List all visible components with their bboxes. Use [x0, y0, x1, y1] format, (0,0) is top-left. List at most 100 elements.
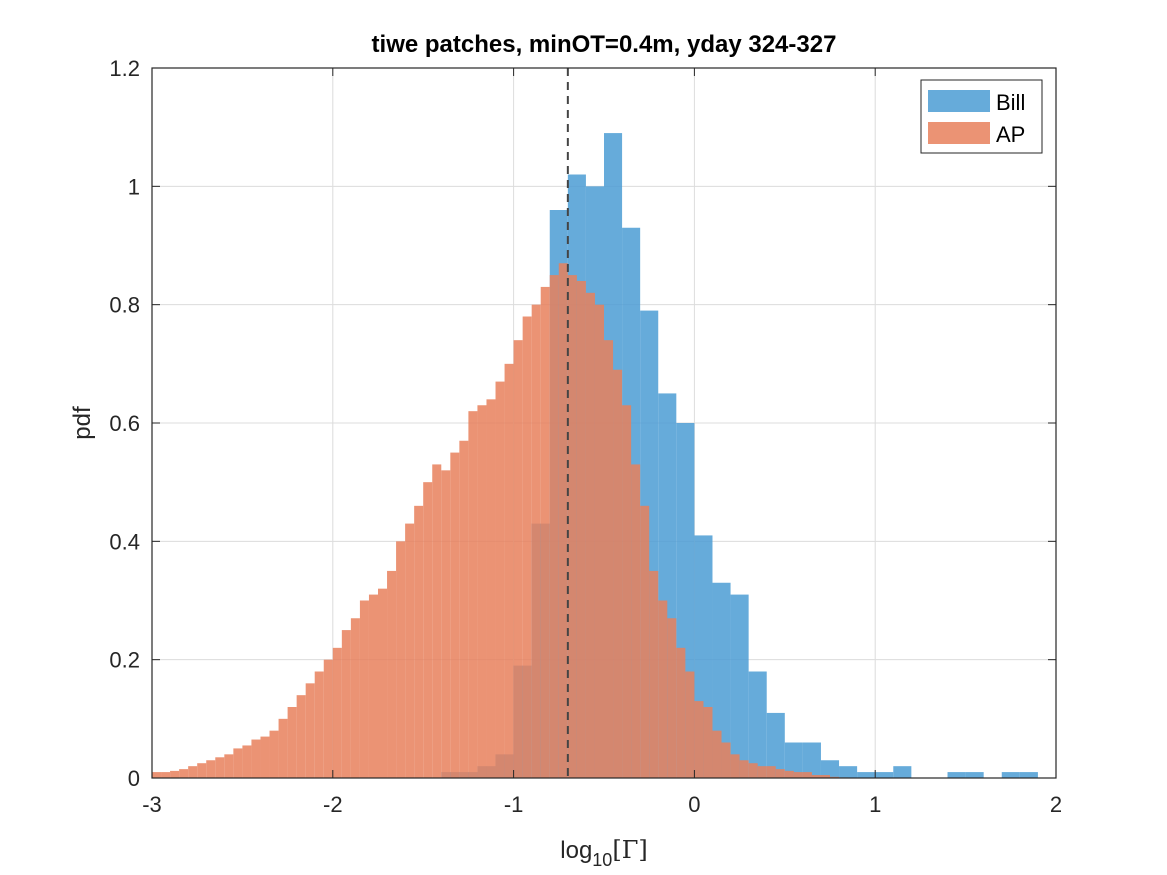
legend-label-ap: AP [996, 122, 1025, 147]
histogram-bar-bill [1001, 772, 1020, 778]
histogram-bar-ap [197, 763, 207, 778]
x-tick-label: 0 [688, 792, 700, 817]
histogram-bar-bill [784, 742, 803, 778]
histogram-bar-ap [405, 523, 415, 778]
histogram-bar-ap [314, 671, 324, 778]
histogram-bar-ap [224, 754, 234, 778]
histogram-bar-ap [359, 600, 369, 778]
histogram-bar-bill [965, 772, 984, 778]
histogram-bar-ap [676, 647, 686, 778]
histogram-bar-ap [468, 411, 478, 778]
histogram-bar-ap [721, 742, 731, 778]
histogram-bar-bill [857, 772, 876, 778]
histogram-bar-ap [567, 275, 577, 778]
legend-swatch-ap [928, 122, 990, 144]
histogram-bar-ap [604, 340, 614, 778]
histogram-bar-ap [450, 452, 460, 778]
histogram-bar-ap [658, 600, 668, 778]
histogram-bar-bill [947, 772, 966, 778]
y-tick-label: 0.2 [109, 648, 140, 673]
histogram-bar-ap [206, 760, 216, 778]
histogram-bar-ap [649, 570, 659, 778]
histogram-bar-ap [784, 770, 794, 778]
legend-label-bill: Bill [996, 90, 1025, 115]
y-tick-label: 0.4 [109, 529, 140, 554]
y-tick-label: 1 [128, 174, 140, 199]
histogram-bar-ap [522, 316, 532, 778]
chart-title: tiwe patches, minOT=0.4m, yday 324-327 [372, 31, 837, 58]
histogram-bar-ap [387, 570, 397, 778]
histogram-bar-ap [585, 292, 595, 778]
histogram-bar-bill [820, 760, 840, 778]
legend-swatch-bill [928, 90, 990, 112]
histogram-bar-ap [495, 381, 505, 778]
histogram-bar-ap [179, 769, 189, 778]
histogram-bar-ap [667, 618, 677, 778]
histogram-bar-ap [378, 588, 388, 778]
y-tick-label: 0 [128, 766, 140, 791]
histogram-bar-ap [441, 470, 451, 778]
histogram-bar-ap [251, 739, 261, 778]
histogram-bar-ap [341, 630, 351, 778]
histogram-bar-ap [396, 541, 406, 778]
histogram-bar-ap [820, 775, 830, 778]
x-tick-label: -2 [323, 792, 343, 817]
x-axis-label-sub: 10 [592, 850, 612, 870]
histogram-bar-ap [685, 671, 695, 778]
histogram-bar-ap [323, 659, 333, 778]
x-tick-label: -1 [504, 792, 524, 817]
histogram-bar-ap [170, 770, 180, 778]
histogram-bar-ap [757, 766, 767, 778]
histogram-bar-bill [1019, 772, 1038, 778]
histogram-bar-ap [802, 772, 812, 778]
x-axis-label: log10[Γ] [560, 836, 647, 870]
histogram-bar-ap [613, 369, 623, 778]
y-tick-label: 1.2 [109, 56, 140, 81]
histogram-bar-ap [712, 730, 722, 778]
histogram-bar-ap [414, 505, 424, 778]
histogram-bar-ap [694, 701, 704, 778]
histogram-bar-ap [576, 281, 586, 778]
y-tick-label: 0.8 [109, 293, 140, 318]
histogram-bar-ap [260, 736, 270, 778]
histogram-bar-ap [305, 683, 315, 778]
histogram-bar-ap [269, 730, 279, 778]
histogram-bar-ap [811, 775, 821, 778]
x-tick-label: -3 [142, 792, 162, 817]
histogram-bar-bill [802, 742, 821, 778]
x-axis-label-tail: [Γ] [612, 836, 647, 864]
histogram-bar-ap [368, 594, 378, 778]
histogram-bar-ap [703, 707, 713, 778]
histogram-bar-bill [893, 766, 912, 778]
histogram-bar-ap [766, 766, 776, 778]
histogram-bar-ap [513, 340, 523, 778]
histogram-bar-bill [875, 772, 894, 778]
histogram-bar-ap [350, 618, 360, 778]
x-tick-label: 2 [1050, 792, 1062, 817]
histogram-bar-bill [712, 582, 731, 778]
histogram-bar-ap [739, 760, 749, 778]
histogram-bar-ap [549, 275, 559, 778]
histogram-bar-ap [332, 647, 342, 778]
histogram-bar-ap [775, 769, 785, 778]
y-tick-label: 0.6 [109, 411, 140, 436]
histogram-bar-ap [631, 464, 641, 778]
x-tick-label: 1 [869, 792, 881, 817]
histogram-bar-ap [432, 464, 442, 778]
histogram-bar-ap [640, 505, 650, 778]
histogram-bar-bill [730, 594, 749, 778]
histogram-bar-ap [296, 695, 306, 778]
histogram-bar-ap [594, 304, 604, 778]
ap-series [152, 263, 849, 778]
histogram-bar-bill [839, 766, 858, 778]
histogram-bar-ap [161, 772, 171, 778]
axis-ticks: -3 -2 -1 0 1 2 0 0.2 0.4 0.6 0.8 1 1.2 [109, 56, 1062, 817]
histogram-bar-ap [233, 748, 243, 778]
y-axis-label: pdf [69, 406, 96, 440]
x-axis-label-main: log [560, 837, 592, 864]
histogram-bar-ap [748, 763, 758, 778]
histogram-bar-ap [531, 304, 541, 778]
histogram-bar-ap [459, 440, 469, 778]
legend: Bill AP [920, 79, 1043, 154]
histogram-bar-ap [730, 754, 740, 778]
